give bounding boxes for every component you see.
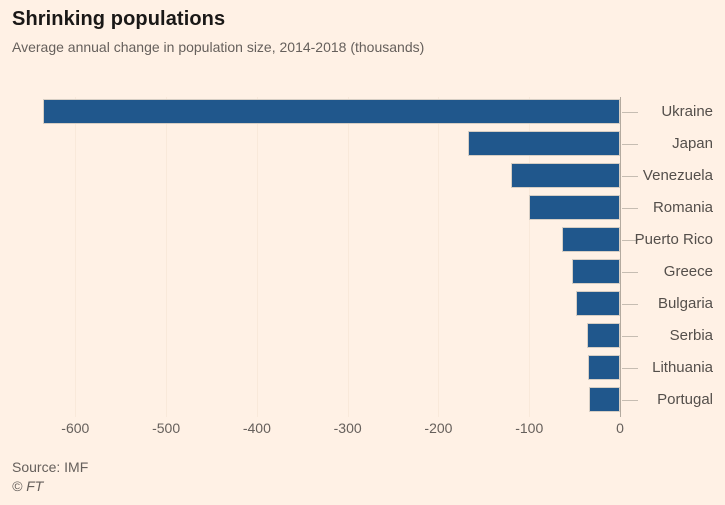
label-tick [622, 399, 638, 401]
x-tick-label: -200 [424, 420, 453, 436]
label-tick [622, 335, 638, 337]
gridline [529, 97, 531, 417]
label-tick [622, 175, 638, 177]
category-label: Lithuania [652, 358, 713, 376]
x-tick-label: -400 [242, 420, 271, 436]
label-tick [622, 271, 638, 273]
bar-venezuela [511, 163, 620, 188]
bar-greece [571, 259, 620, 284]
gridline [166, 97, 168, 417]
ft-copyright: © FT [12, 478, 44, 494]
label-tick [622, 111, 638, 113]
bar-japan [468, 131, 620, 156]
chart-title: Shrinking populations [12, 8, 226, 30]
gridline [75, 97, 77, 417]
bar-serbia [587, 323, 620, 348]
category-label: Serbia [669, 326, 713, 344]
category-label: Greece [663, 262, 713, 280]
label-tick [622, 367, 638, 369]
x-tick-label: -300 [333, 420, 362, 436]
bar-lithuania [588, 355, 620, 380]
label-tick [622, 303, 638, 305]
plot-area [39, 97, 621, 417]
bar-romania [529, 195, 620, 220]
category-label: Venezuela [642, 166, 713, 184]
x-tick-label: -600 [61, 420, 90, 436]
label-tick [622, 143, 638, 145]
gridline [256, 97, 258, 417]
x-tick-label: -100 [515, 420, 544, 436]
category-label: Bulgaria [657, 294, 713, 312]
category-label: Puerto Rico [634, 230, 713, 248]
label-tick [622, 239, 638, 241]
x-tick-label: 0 [616, 420, 624, 436]
chart-subtitle: Average annual change in population size… [12, 39, 425, 55]
gridline [347, 97, 349, 417]
category-label: Ukraine [661, 102, 713, 120]
category-label: Romania [652, 198, 713, 216]
source-note: Source: IMF [12, 459, 89, 475]
label-tick [622, 207, 638, 209]
bar-bulgaria [576, 291, 620, 316]
bar-portugal [589, 387, 620, 412]
category-label: Portugal [657, 390, 713, 408]
bar-ukraine [42, 99, 620, 124]
bar-puerto-rico [561, 227, 620, 252]
x-tick-label: -500 [152, 420, 181, 436]
category-label: Japan [672, 134, 713, 152]
gridline [438, 97, 440, 417]
zero-axis-line [620, 97, 621, 417]
